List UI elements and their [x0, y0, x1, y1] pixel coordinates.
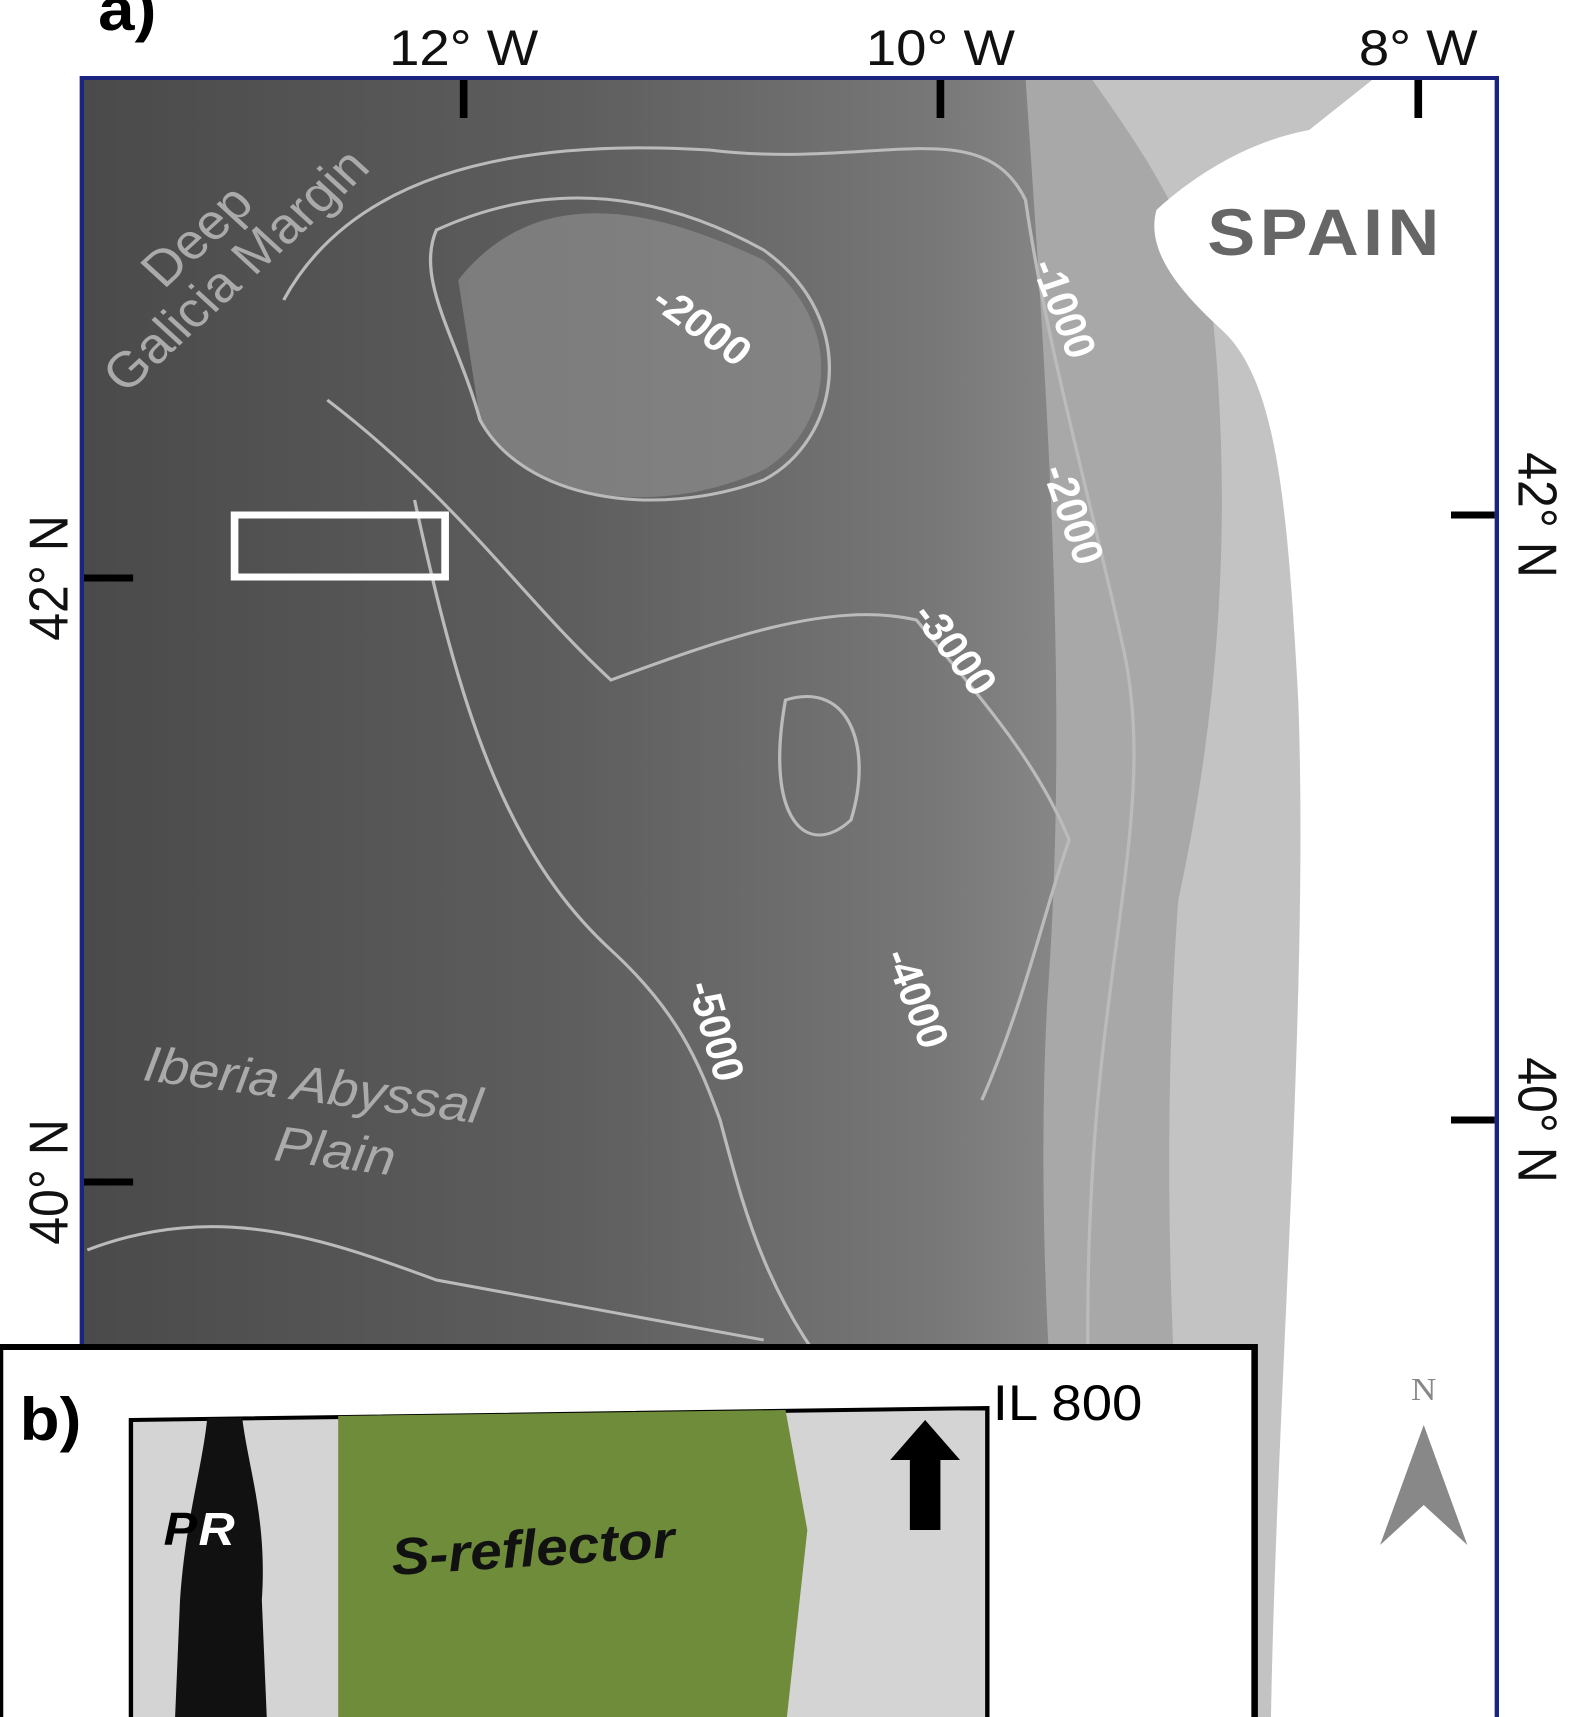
lon-tick-label: 8° W	[1359, 21, 1478, 76]
study-area-box	[230, 511, 449, 581]
north-label: N	[1411, 1372, 1436, 1407]
lon-tick-label: 10° W	[866, 21, 1016, 76]
frame-ticks	[84, 80, 1495, 1186]
panel-label: a)	[98, 0, 156, 43]
map-frame	[79, 76, 1499, 1717]
north-arrow	[1380, 1425, 1468, 1545]
lat-tick-label: 42° N	[1506, 452, 1566, 578]
lat-tick-label: 42° N	[20, 515, 80, 641]
contours	[86, 146, 1136, 1717]
pr-label: P	[164, 1504, 198, 1556]
country-label: SPAIN	[1207, 195, 1443, 270]
plateau	[458, 213, 822, 498]
arrow	[890, 1420, 961, 1530]
lat-tick-label: 40° N	[1506, 1057, 1566, 1183]
inline-label: IL 800	[993, 1376, 1143, 1431]
peridotite-ridge	[175, 1418, 267, 1717]
land	[1154, 78, 1497, 1717]
pr-label: R	[199, 1504, 235, 1556]
panel-label: b)	[20, 1386, 82, 1453]
lat-tick-label: 40° N	[20, 1119, 80, 1245]
lon-tick-label: 12° W	[389, 21, 539, 76]
s-reflector-area	[338, 1410, 808, 1717]
